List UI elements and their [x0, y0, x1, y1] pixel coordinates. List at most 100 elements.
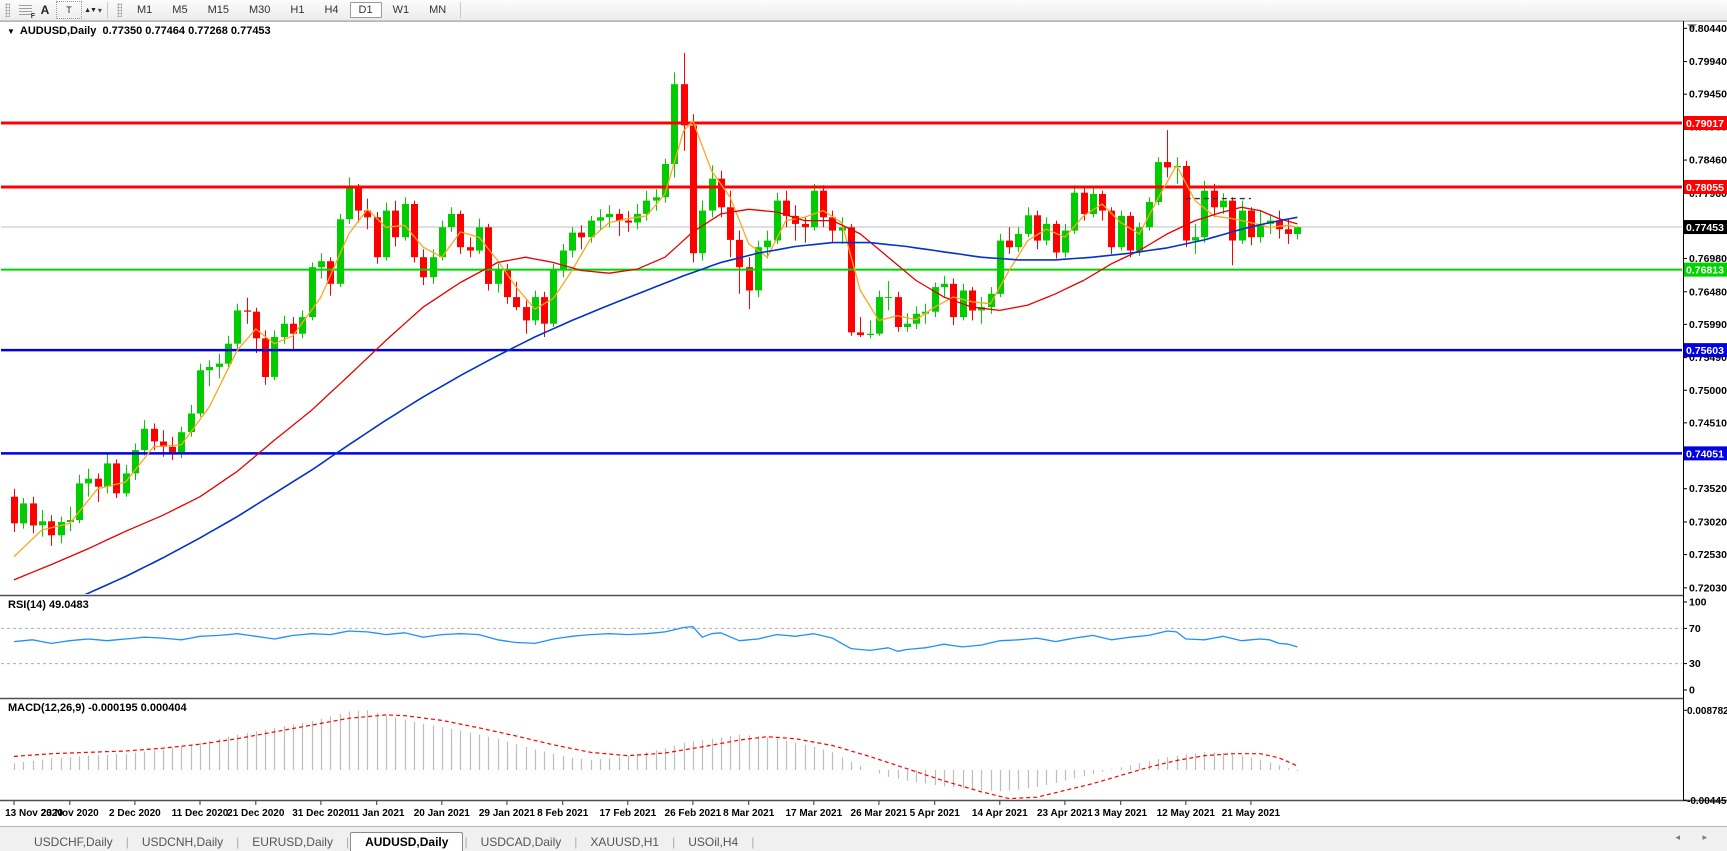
current-price-tag [1684, 220, 1727, 235]
price-axis-label: 0.75000 [1689, 385, 1727, 397]
tab-usdcnh-daily[interactable]: USDCNH,Daily [141, 835, 224, 849]
candle-body [141, 428, 148, 451]
candle-body [1248, 210, 1255, 238]
level-price-tag [1684, 180, 1727, 195]
indicator-grid-icon[interactable]: F [16, 2, 35, 20]
timeframe-button-m15[interactable]: M15 [207, 4, 229, 16]
chart-title-caret-icon[interactable]: ▼ [7, 27, 15, 36]
tab-xauusd-h1[interactable]: XAUUSD,H1 [590, 835, 660, 849]
candle-body [802, 223, 809, 228]
candle-body [392, 210, 399, 238]
chevron-down-icon[interactable]: ▾ [97, 5, 102, 15]
candle-body [1192, 237, 1199, 241]
candle-body [709, 178, 716, 211]
cursor-tool-icon[interactable]: ▲▼ ▾ [84, 2, 102, 18]
main-price-panel[interactable] [1, 52, 1683, 623]
candle-body [1108, 210, 1115, 248]
toolbar-grip-handle-2[interactable] [117, 3, 122, 17]
candle-body [1220, 200, 1227, 208]
timeframe-button-m5[interactable]: M5 [172, 4, 188, 16]
candle-body [457, 213, 464, 248]
chart-title[interactable]: ▼ AUDUSD,Daily 0.77350 0.77464 0.77268 0.… [7, 25, 271, 37]
timeframe-button-h4[interactable]: H4 [324, 4, 339, 16]
candle-body [588, 220, 595, 238]
timeframe-button-m1[interactable]: M1 [137, 4, 153, 16]
macd-panel[interactable] [13, 710, 1299, 799]
candle-body [1006, 240, 1013, 248]
price-axis-label: 0.75990 [1689, 319, 1727, 331]
candle-body [123, 473, 130, 494]
candle-body [1053, 223, 1060, 253]
price-axis-label: 0.78460 [1689, 155, 1727, 167]
ma-fast-line [13, 120, 1298, 558]
tab-usdcad-daily[interactable]: USDCAD,Daily [480, 835, 562, 849]
price-axis-label: 0.72530 [1689, 549, 1727, 561]
candle-body [634, 213, 641, 223]
date-axis-label: 11 Dec 2020 [172, 808, 229, 819]
tab-eurusd-daily[interactable]: EURUSD,Daily [252, 835, 333, 849]
level-price-tag [1684, 343, 1727, 358]
candle-body [160, 441, 167, 447]
candle-body [1164, 162, 1171, 168]
top-toolbar: F A T ▲▼ ▾ M1 M5 M15 M30 H1 H4 D1 W1 MN [0, 0, 1727, 21]
candle-body [1136, 227, 1143, 251]
timeframe-button-w1[interactable]: W1 [392, 4, 410, 16]
toolbar-grip-handle[interactable] [5, 3, 10, 17]
candle-body [513, 297, 520, 308]
candle-body [867, 333, 874, 335]
candle-body [904, 323, 911, 327]
candle-body [811, 190, 818, 228]
tab-usoil-h4[interactable]: USOil,H4 [688, 835, 739, 849]
price-axis-label: 0.73020 [1689, 516, 1727, 528]
macd-axis-label: 0.008782 [1687, 706, 1727, 717]
candle-body [197, 370, 204, 414]
timeframe-button-mn[interactable]: MN [429, 4, 447, 16]
candle-body [1183, 166, 1190, 241]
candle-body [495, 270, 502, 284]
symbol-tabs: USDCHF,Daily | USDCNH,Daily | EURUSD,Daily | A… [22, 830, 755, 851]
candle-body [364, 210, 371, 218]
rsi-panel[interactable] [1, 625, 1683, 665]
candle-body [997, 240, 1004, 294]
candle-body [169, 446, 176, 453]
text-box-tool-icon[interactable]: T [56, 1, 82, 19]
tab-audusd-daily[interactable]: AUDUSD,Daily [350, 832, 464, 851]
date-axis-label: 12 May 2021 [1157, 808, 1216, 819]
tab-separator: | [345, 835, 350, 849]
candle-body [132, 450, 139, 474]
candle-body [374, 217, 381, 258]
candle-body [578, 232, 585, 238]
timeframe-button-m30[interactable]: M30 [248, 4, 271, 16]
candle-body [504, 270, 511, 298]
tab-usdchf-daily[interactable]: USDCHF,Daily [34, 835, 113, 849]
tab-separator: | [236, 835, 240, 849]
timeframe-button-d1[interactable]: D1 [349, 2, 382, 18]
candle-body [327, 261, 334, 284]
date-axis-label: 21 Dec 2020 [227, 808, 285, 819]
candle-body [1025, 215, 1032, 234]
candle-body [1257, 223, 1264, 238]
rsi-axis-label: 30 [1689, 658, 1701, 670]
candle-body [625, 220, 632, 223]
candle-body [85, 478, 92, 484]
tab-scroll-arrows[interactable]: ◂ ▸ [1675, 832, 1717, 842]
level-price-tag-text: 0.74051 [1686, 448, 1724, 460]
rsi-axis-label: 0 [1689, 685, 1695, 697]
date-axis-label: 3 May 2021 [1094, 808, 1147, 819]
candle-body [839, 227, 846, 231]
candle-body [271, 337, 278, 377]
candle-body [67, 520, 74, 522]
candle-body [253, 311, 260, 339]
text-label-tool-icon[interactable]: A [40, 3, 50, 17]
candle-body [188, 413, 195, 433]
candle-body [1276, 220, 1283, 230]
candle-body [746, 267, 753, 291]
timeframe-button-h1[interactable]: H1 [290, 4, 305, 16]
macd-indicator-label: MACD(12,26,9) -0.000195 0.000404 [8, 702, 187, 714]
candle-body [151, 428, 158, 442]
candle-body [20, 503, 27, 524]
candle-body [281, 323, 288, 337]
candle-body [774, 200, 781, 241]
